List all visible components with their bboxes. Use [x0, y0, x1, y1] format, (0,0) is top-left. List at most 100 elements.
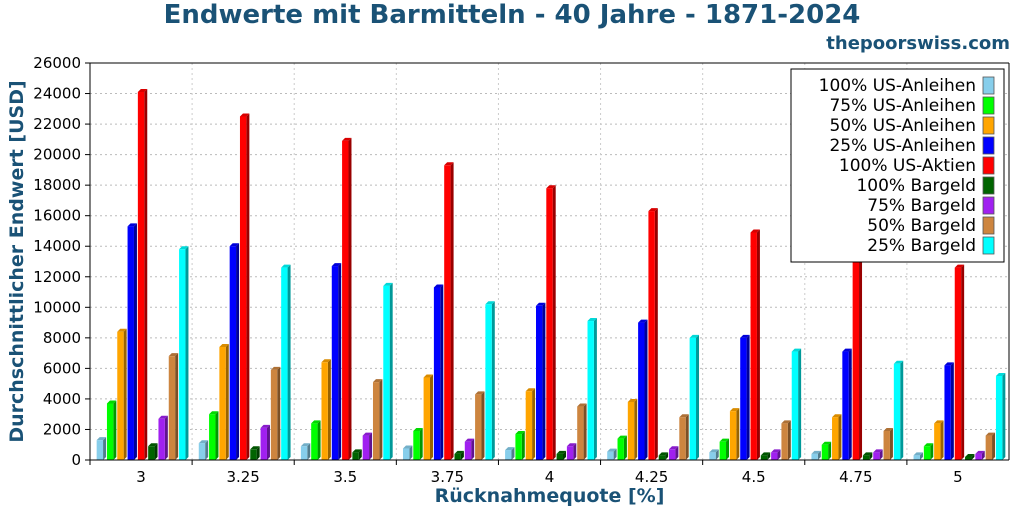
bar [444, 162, 454, 461]
bar-side [869, 452, 873, 460]
bar [219, 344, 229, 460]
bar [402, 445, 413, 460]
bar-front [709, 452, 716, 460]
bar-side [266, 424, 270, 460]
bar-side [429, 374, 433, 460]
bar-side [696, 334, 700, 460]
bar-top [893, 360, 904, 364]
bar-side [123, 328, 127, 460]
bar-side [715, 449, 719, 460]
bar [954, 264, 965, 460]
bar-front [954, 267, 962, 460]
y-tick-label: 10000 [33, 298, 81, 316]
bar-side [164, 415, 168, 460]
legend-item: 100% Bargeld [856, 176, 995, 196]
bar-front [587, 321, 594, 460]
bar-top [546, 185, 556, 189]
axes: 0 2000 4000 6000 8000 10000 12000 14000 16000 180… [33, 54, 1010, 486]
legend-swatch [982, 76, 995, 95]
bar-side [736, 408, 740, 460]
bar-top [913, 452, 923, 456]
bar [852, 246, 863, 460]
bar [811, 450, 821, 460]
bar-front [525, 391, 533, 460]
bar [179, 246, 189, 460]
bar-front [627, 401, 635, 460]
bar-top [771, 449, 781, 453]
bar-front [342, 140, 349, 460]
bar [117, 328, 127, 460]
bar-top [402, 445, 413, 449]
legend-swatch [982, 216, 995, 235]
legend-item: 25% US-Anleihen [829, 136, 995, 156]
bar-top [372, 379, 383, 383]
bar-front [985, 435, 993, 460]
legend-swatch [982, 176, 995, 195]
bar-side [542, 302, 546, 460]
bar-front [219, 347, 226, 460]
bar-top [270, 366, 281, 370]
bar-front [239, 116, 247, 460]
brand-watermark[interactable]: thepoorswiss.com [826, 33, 1010, 54]
bar [638, 319, 648, 460]
bar-side [613, 448, 617, 460]
bar [464, 438, 475, 460]
y-axis-label: Durchschnittlicher Endwert [USD] [6, 80, 28, 442]
bar-side [848, 348, 852, 460]
bar-side [256, 446, 260, 460]
bar-top [607, 448, 617, 452]
legend-label: 50% Bargeld [867, 216, 976, 236]
bar-top [148, 443, 158, 447]
legend-label: 100% US-Aktien [839, 156, 976, 176]
bar-top [556, 450, 566, 454]
chart-title: Endwerte mit Barmitteln - 40 Jahre - 187… [163, 0, 861, 30]
bar-front [464, 441, 472, 460]
bar-front [311, 423, 318, 460]
bar [321, 359, 331, 460]
bar-side [726, 438, 730, 460]
bar-front [300, 446, 308, 460]
bar-side [900, 360, 904, 460]
bar-top [985, 432, 996, 436]
bar-side [685, 414, 689, 460]
bar-front [944, 365, 951, 460]
bar-marks [96, 89, 1006, 461]
bar [689, 334, 700, 460]
bar-front [617, 438, 624, 460]
bar-front [771, 452, 778, 460]
bar-side [379, 379, 383, 460]
bar-top [475, 391, 485, 395]
bar-side [409, 445, 413, 460]
y-tick-label: 18000 [33, 176, 81, 194]
bar-top [740, 334, 750, 338]
bar [934, 420, 944, 460]
bar-front [893, 363, 901, 460]
bar-side [419, 427, 423, 460]
bar-front [536, 305, 543, 460]
bar-front [454, 453, 461, 460]
bar [709, 449, 719, 460]
bar-top [760, 452, 771, 456]
bar-side [798, 348, 802, 460]
bar-side [236, 243, 240, 460]
bar-front [475, 394, 482, 460]
bar-top [485, 301, 495, 305]
bar-top [954, 264, 965, 268]
bar-side [327, 359, 331, 460]
bar-top [117, 328, 127, 332]
bar [556, 450, 566, 460]
bar-side [787, 420, 791, 460]
bar-front [372, 382, 380, 460]
bar-front [362, 435, 370, 460]
bar [239, 113, 250, 460]
bar-top [179, 246, 189, 250]
bar-front [648, 211, 655, 460]
bar-top [158, 415, 168, 419]
bar [862, 452, 873, 460]
bar-top [719, 438, 730, 442]
bar-side [481, 391, 485, 460]
bar-front [96, 440, 104, 460]
bar-side [532, 388, 536, 460]
bar [300, 443, 311, 460]
